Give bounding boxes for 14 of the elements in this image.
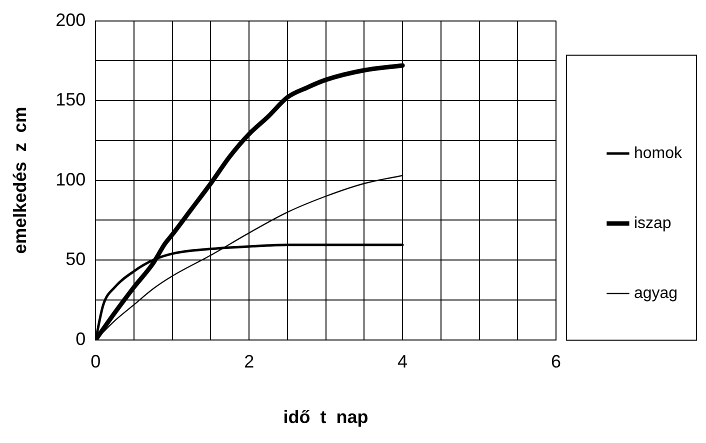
y-tick-label: 50 [66,249,86,270]
legend-label: iszap [634,214,672,232]
x-tick-label: 4 [398,352,408,372]
y-axis-title: emelkedés z cm [10,106,30,254]
x-tick-label: 0 [90,352,101,372]
x-tick-label: 2 [244,352,254,372]
y-tick-label: 100 [56,169,86,190]
y-tick-label: 150 [56,90,86,110]
x-axis-title: idő t nap [283,407,368,428]
legend-label: homok [634,144,683,162]
x-tick-label: 6 [550,352,561,372]
y-tick-label: 200 [56,10,86,30]
y-tick-label: 0 [76,328,86,349]
legend-label: agyag [634,284,678,302]
